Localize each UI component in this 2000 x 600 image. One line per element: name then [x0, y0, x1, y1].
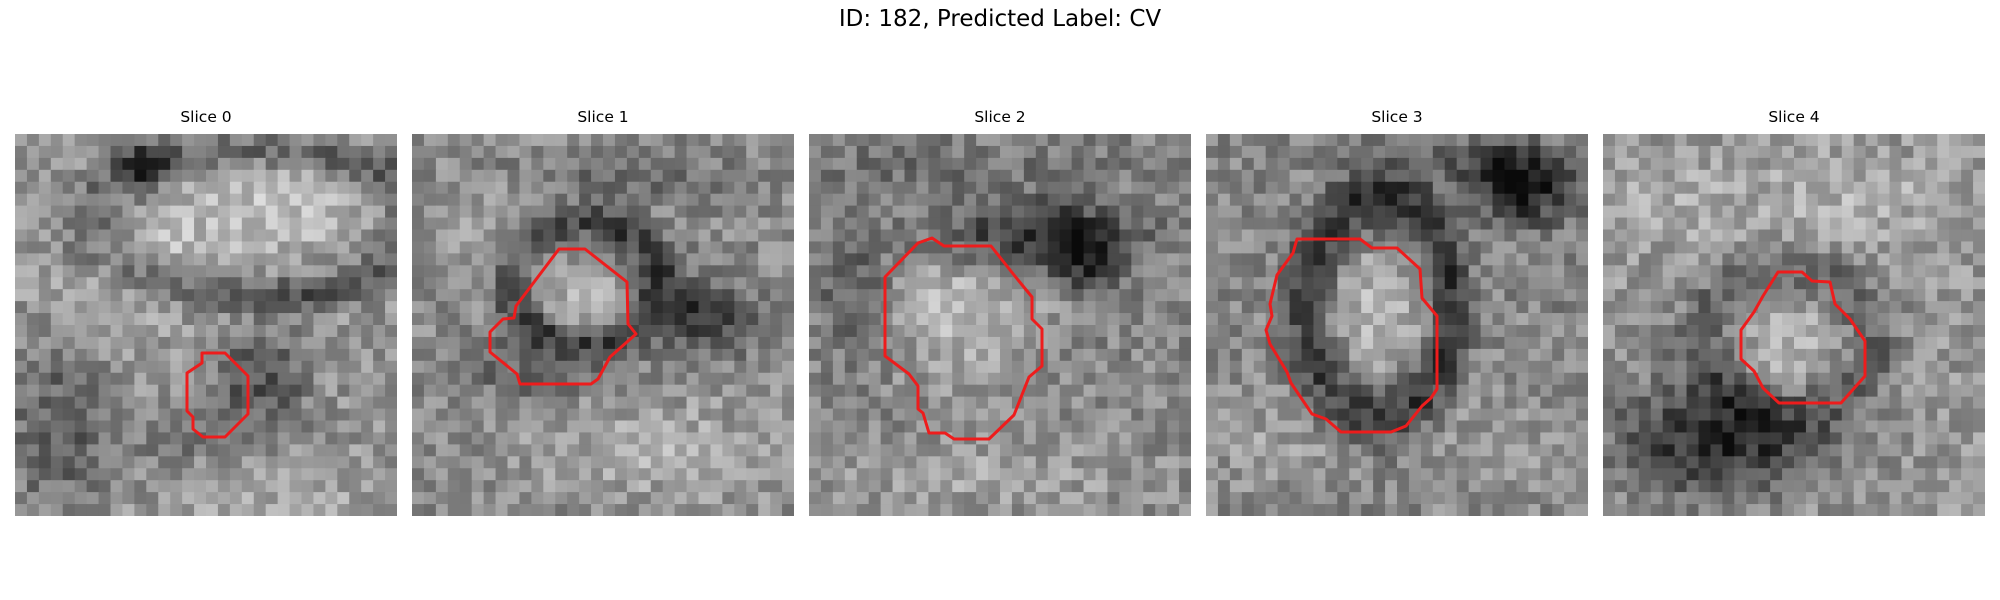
pixel-grid [15, 134, 397, 516]
slice-image-4 [1603, 134, 1985, 516]
slice-title: Slice 1 [577, 108, 629, 126]
segmentation-contour [1739, 270, 1867, 405]
pixel-grid [809, 134, 1191, 516]
figure-title: ID: 182, Predicted Label: CV [838, 6, 1162, 32]
pixel-grid [412, 134, 794, 516]
slice-image-2 [809, 134, 1191, 516]
slice-title: Slice 3 [1371, 108, 1423, 126]
segmentation-contour [883, 236, 1044, 441]
segmentation-contour [185, 351, 250, 439]
pixel-grid [1206, 134, 1588, 516]
slice-image-1 [412, 134, 794, 516]
segmentation-contour [1264, 237, 1439, 434]
segmentation-contour [488, 247, 638, 386]
pixel-grid [1603, 134, 1985, 516]
slice-title: Slice 4 [1768, 108, 1820, 126]
slice-image-0 [15, 134, 397, 516]
slice-image-3 [1206, 134, 1588, 516]
slice-title: Slice 2 [974, 108, 1026, 126]
slice-title: Slice 0 [180, 108, 232, 126]
